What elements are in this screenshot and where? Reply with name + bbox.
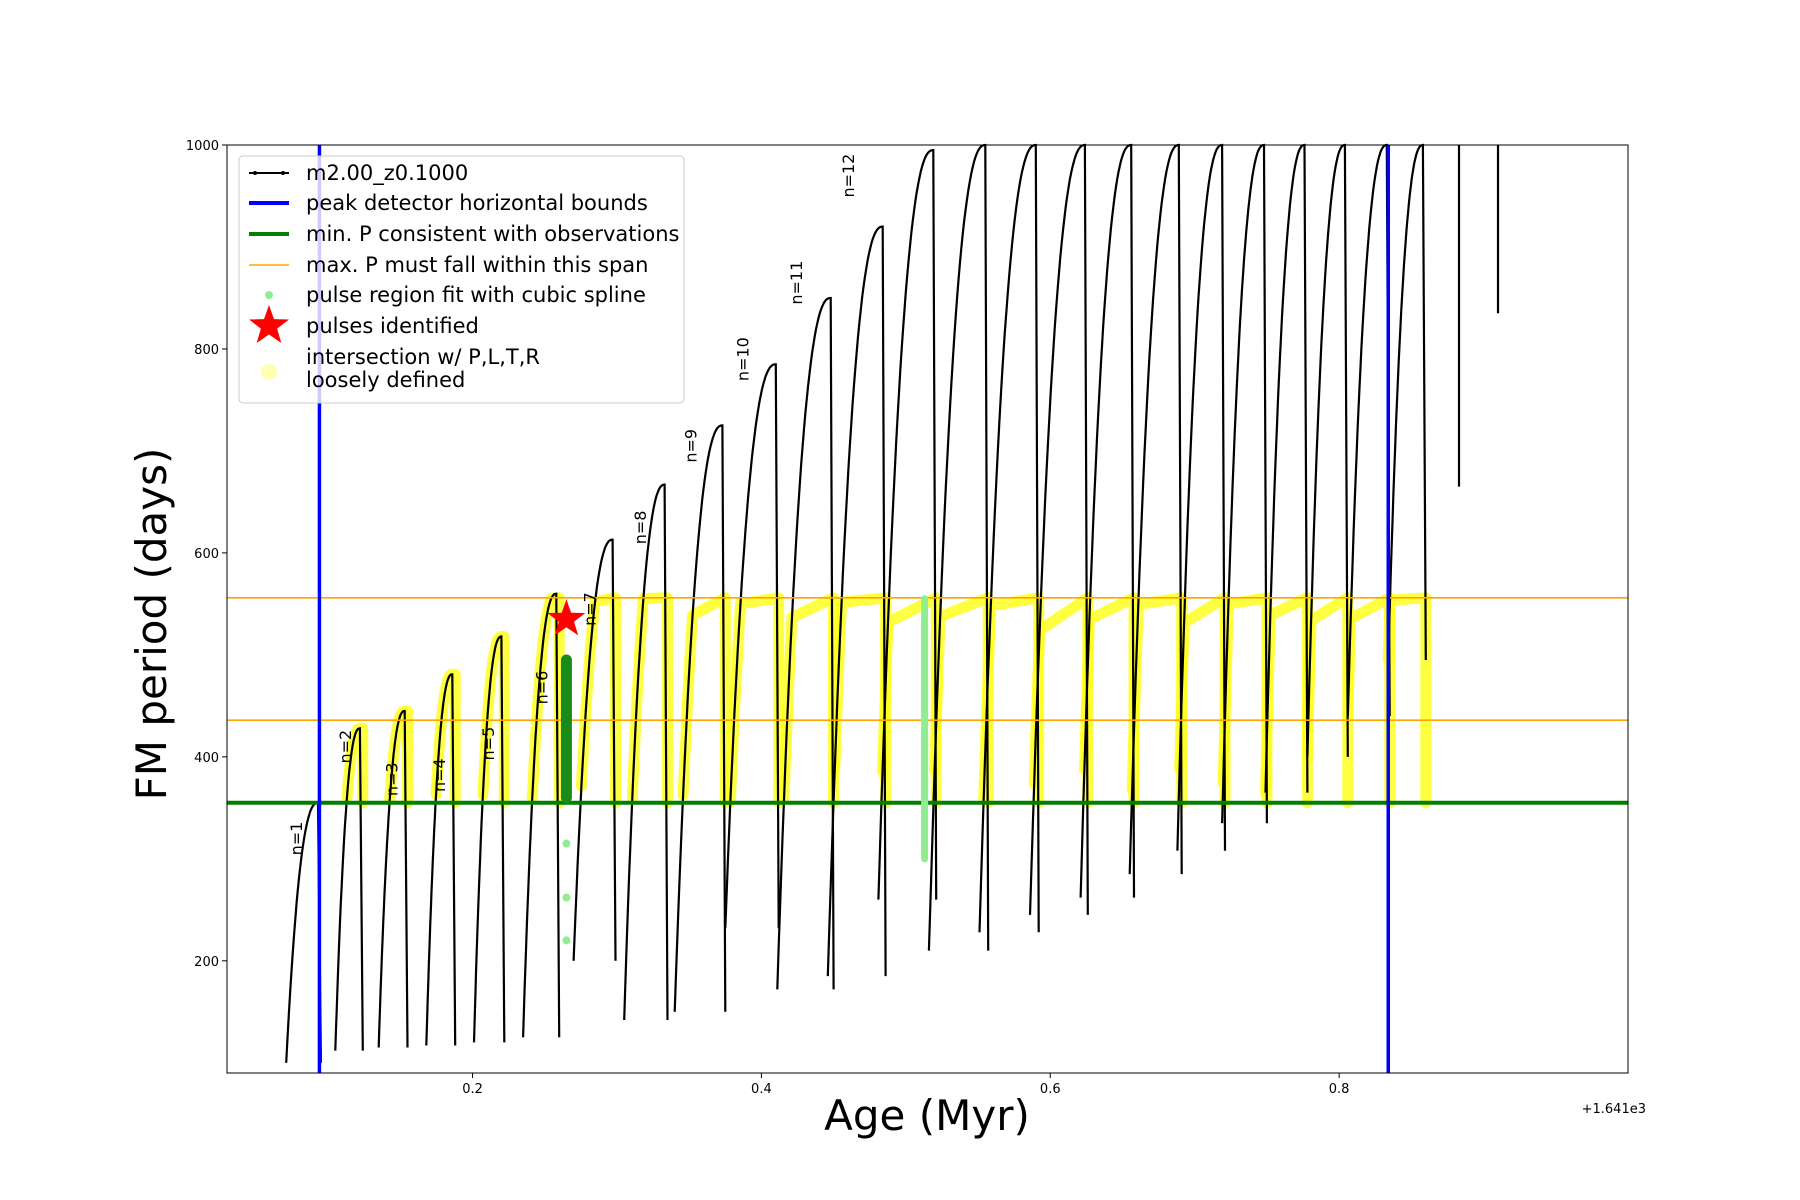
pulse-curve-9: [673, 424, 727, 1012]
intersection-markers: [341, 592, 1432, 809]
pulse-label-9: n=9: [681, 429, 700, 463]
pulse-curve-12: [826, 225, 887, 977]
x-axis-label: Age (Myr): [824, 1091, 1030, 1140]
pulse-curve-16: [1028, 143, 1089, 915]
period-curve: [285, 143, 1500, 1063]
x-tick-label-1: 0.2: [462, 1082, 483, 1097]
legend-box: [238, 155, 685, 404]
y-tick-label-4: 800: [194, 343, 219, 358]
pulse-label-12: n=12: [839, 154, 858, 198]
pulse-curve-24: [1387, 143, 1427, 661]
legend-label-7: intersection w/ P,L,T,R: [306, 345, 540, 369]
pulse-label-10: n=10: [733, 337, 752, 381]
pulse-label-8: n=8: [631, 511, 650, 545]
pulse-curve-23: [1346, 143, 1391, 717]
pulse-curve-17: [1079, 143, 1136, 898]
intersection-band-18: [1126, 592, 1188, 809]
pulse-curve-1: [285, 801, 322, 1063]
legend-handle-1-marker-a: [253, 171, 257, 175]
pulse-curve-20: [1221, 143, 1268, 824]
pulse-label-11: n=11: [787, 261, 806, 305]
x-tick-label-4: 0.8: [1329, 1082, 1350, 1097]
pulse-curve-10: [724, 363, 780, 929]
pulse-fit-point-2: [562, 893, 571, 902]
identified-pulse: [547, 599, 586, 636]
pulse-curve-5: [472, 635, 506, 1043]
x-tick-label-3: 0.6: [1040, 1082, 1061, 1097]
pulse-label-6: n=6: [533, 671, 552, 705]
pulse-fit-point-1: [562, 936, 571, 945]
pulse-curve-22: [1306, 143, 1349, 757]
pulse-curve-15: [978, 143, 1040, 933]
intersection-band-10: [724, 592, 785, 809]
pulse-label-5: n=5: [479, 727, 498, 761]
x-offset-label: +1.641e3: [1582, 1102, 1646, 1117]
intersection-band-22: [1301, 592, 1354, 809]
x-ticks: 0.2 0.4 0.6 0.8: [462, 1073, 1349, 1097]
legend-handle-6: [249, 305, 289, 343]
legend-label-2: peak detector horizontal bounds: [306, 191, 648, 215]
pulse-label-7: n=7: [580, 592, 599, 626]
legend-label-3: min. P consistent with observations: [306, 222, 679, 246]
x-tick-label-2: 0.4: [751, 1082, 772, 1097]
legend-handle-7: [261, 364, 277, 380]
pulse-label-1: n=1: [287, 822, 306, 856]
legend-handle-1-marker-b: [281, 171, 285, 175]
intersection-band-9: [677, 592, 731, 809]
pulse-curve-11: [776, 296, 835, 990]
pulse-label-4: n=4: [430, 758, 449, 792]
pulse-curve-14: [927, 143, 990, 951]
legend-label-4: max. P must fall within this span: [306, 253, 648, 277]
pulse-label-2: n=2: [336, 730, 355, 764]
y-tick-label-1: 200: [194, 955, 219, 970]
legend-label-5: pulse region fit with cubic spline: [306, 283, 646, 307]
pulse-curve-21: [1264, 143, 1309, 793]
legend-handle-5: [265, 291, 273, 299]
pulse-curve-7: [572, 538, 617, 961]
pulse-fit-point-3: [562, 839, 571, 848]
pulse-curve-8: [623, 483, 669, 1021]
legend-label-7-line2: loosely defined: [306, 368, 465, 392]
y-tick-label-5: 1000: [186, 139, 219, 154]
pulse-curve-19: [1176, 143, 1227, 851]
y-tick-label-3: 600: [194, 547, 219, 562]
y-axis-label: FM period (days): [127, 448, 176, 801]
legend-label-6: pulses identified: [306, 314, 479, 338]
pulse-fit-points: [560, 595, 929, 945]
pulse-label-3: n=3: [382, 762, 401, 796]
legend-label-1: m2.00_z0.1000: [306, 161, 468, 186]
pulse-annotations: n=1 n=2 n=3 n=4 n=5 n=6 n=7 n=8 n=9 n=10 n=11 n=12: [287, 154, 858, 856]
pulse-curve-4: [425, 673, 457, 1046]
plot-frame: [226, 144, 1629, 1074]
pulse-curve-18: [1128, 143, 1183, 875]
y-tick-label-2: 400: [194, 751, 219, 766]
y-ticks: 200 400 600 800 1000: [186, 139, 227, 970]
pulse-curve-3: [377, 709, 409, 1048]
identified-pulse-star: [547, 599, 586, 636]
intersection-band-23: [1342, 592, 1396, 809]
pulse-curve-13: [877, 148, 938, 900]
pulse-curve-2: [334, 727, 364, 1051]
